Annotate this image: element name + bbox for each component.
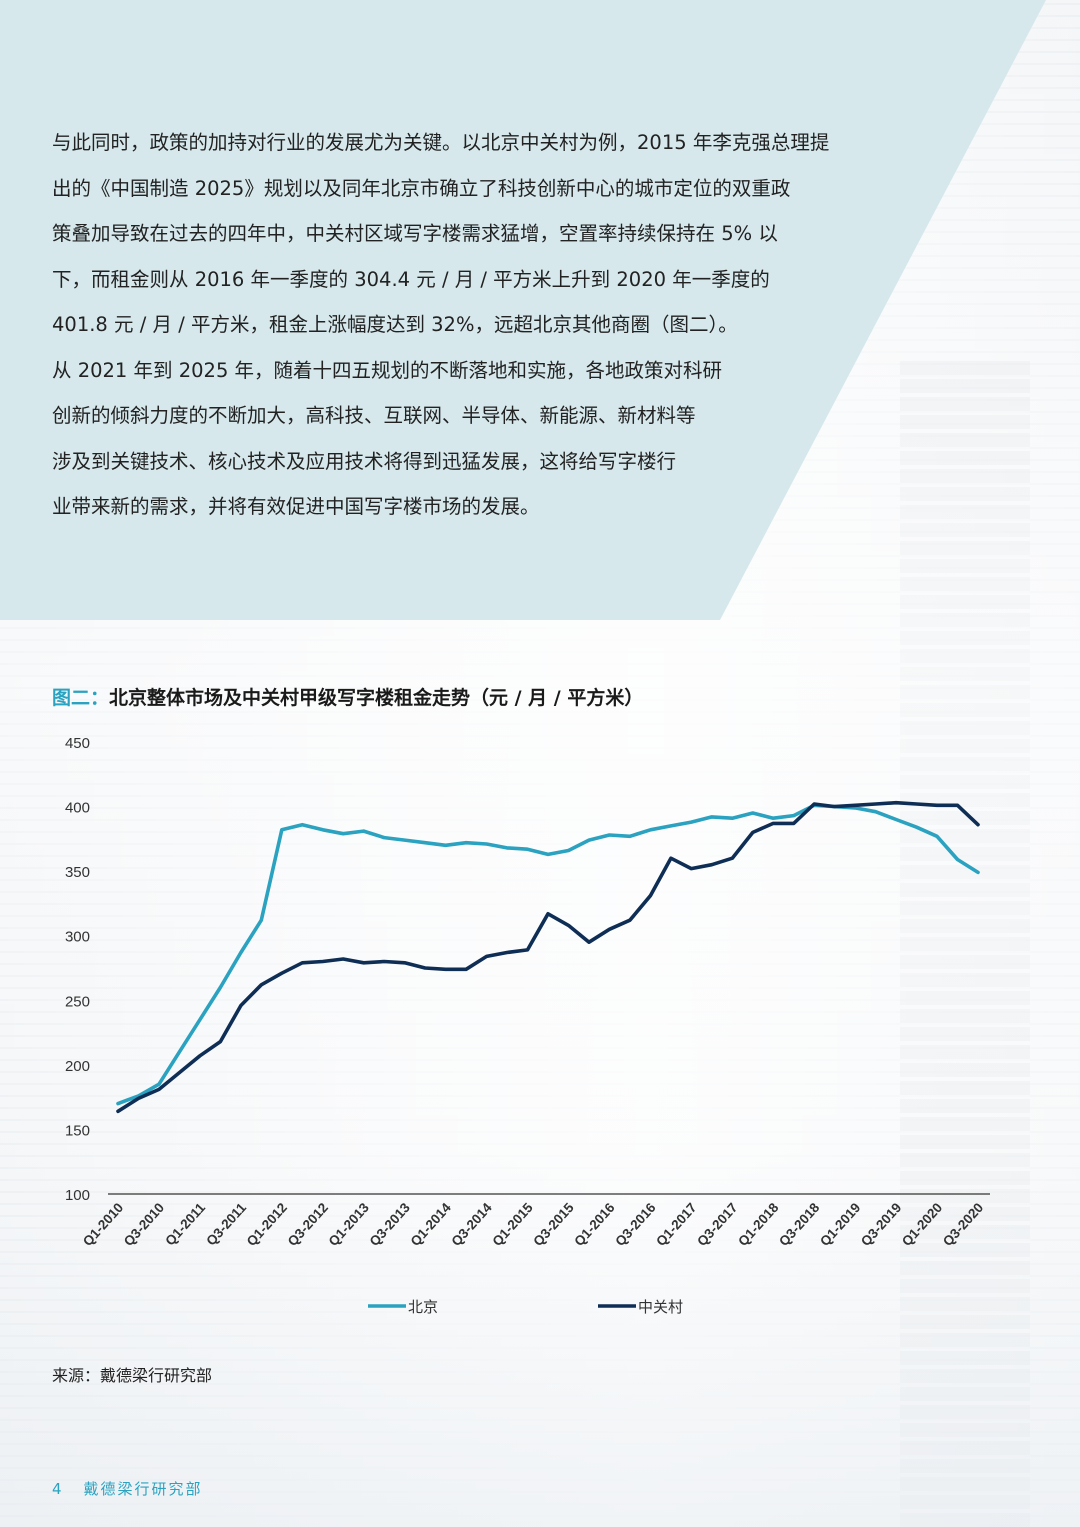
page-number: 4 (52, 1480, 64, 1498)
y-tick-label: 300 (65, 929, 90, 946)
legend-label: 中关村 (638, 1298, 683, 1316)
chart-title-text: 北京整体市场及中关村甲级写字楼租金走势（元 / 月 / 平方米） (109, 687, 644, 709)
chart-title: 图二：北京整体市场及中关村甲级写字楼租金走势（元 / 月 / 平方米） (52, 683, 643, 710)
x-tick-label: Q3-2017 (694, 1200, 740, 1249)
body-line: 出的《中国制造 2025》规划以及同年北京市确立了科技创新中心的城市定位的双重政 (52, 176, 791, 200)
body-line: 401.8 元 / 月 / 平方米，租金上涨幅度达到 32%，远超北京其他商圈（… (52, 313, 738, 336)
legend-label: 北京 (408, 1298, 438, 1316)
x-tick-label: Q1-2014 (408, 1200, 455, 1249)
rent-line-chart: 100150200250300350400450Q1-2010Q3-2010Q1… (65, 735, 990, 1316)
x-tick-label: Q1-2015 (489, 1200, 536, 1249)
y-tick-label: 350 (65, 864, 90, 881)
series-line-beijing (116, 803, 980, 1106)
x-tick-label: Q1-2019 (817, 1200, 863, 1249)
figure-label: 图二： (52, 687, 110, 709)
source-note: 来源：戴德梁行研究部 (52, 1366, 213, 1385)
series-line-zhongguancun (116, 800, 980, 1114)
x-tick-label: Q3-2012 (285, 1200, 331, 1249)
x-tick-label: Q3-2014 (448, 1200, 495, 1249)
x-tick-label: Q3-2011 (203, 1200, 249, 1249)
body-line: 从 2021 年到 2025 年，随着十四五规划的不断落地和实施，各地政策对科研 (52, 358, 723, 382)
footer-publisher: 戴德梁行研究部 (83, 1480, 203, 1498)
body-line: 涉及到关键技术、核心技术及应用技术将得到迅猛发展，这将给写字楼行 (52, 449, 677, 473)
x-tick-label: Q1-2018 (735, 1200, 782, 1249)
x-tick-label: Q3-2015 (530, 1200, 577, 1249)
y-tick-label: 150 (65, 1122, 90, 1139)
body-line: 创新的倾斜力度的不断加大，高科技、互联网、半导体、新能源、新材料等 (52, 404, 696, 427)
x-tick-label: Q1-2020 (899, 1200, 945, 1249)
y-tick-label: 450 (65, 735, 90, 752)
y-tick-label: 100 (65, 1187, 90, 1204)
y-tick-label: 400 (65, 800, 90, 817)
x-tick-label: Q1-2010 (80, 1200, 126, 1249)
body-line: 与此同时，政策的加持对行业的发展尤为关键。以北京中关村为例，2015 年李克强总… (52, 131, 830, 154)
body-line: 下，而租金则从 2016 年一季度的 304.4 元 / 月 / 平方米上升到 … (52, 267, 770, 291)
x-tick-label: Q3-2016 (612, 1200, 659, 1249)
x-tick-label: Q1-2011 (162, 1200, 208, 1249)
x-tick-label: Q3-2019 (858, 1200, 904, 1249)
x-tick-label: Q3-2018 (776, 1200, 823, 1249)
x-tick-label: Q3-2013 (367, 1200, 414, 1249)
y-tick-label: 250 (65, 993, 90, 1010)
x-tick-label: Q1-2013 (326, 1200, 373, 1249)
body-line: 业带来新的需求，并将有效促进中国写字楼市场的发展。 (52, 495, 540, 518)
page-footer: 4 戴德梁行研究部 (52, 1478, 203, 1499)
x-tick-label: Q3-2020 (940, 1200, 986, 1249)
x-tick-label: Q1-2012 (244, 1200, 290, 1249)
x-tick-label: Q1-2017 (653, 1200, 699, 1249)
x-tick-label: Q1-2016 (571, 1200, 618, 1249)
x-tick-label: Q3-2010 (121, 1200, 167, 1249)
body-paragraph: 与此同时，政策的加持对行业的发展尤为关键。以北京中关村为例，2015 年李克强总… (52, 120, 932, 530)
body-line: 策叠加导致在过去的四年中，中关村区域写字楼需求猛增，空置率持续保持在 5% 以 (52, 222, 778, 245)
y-tick-label: 200 (65, 1058, 90, 1075)
